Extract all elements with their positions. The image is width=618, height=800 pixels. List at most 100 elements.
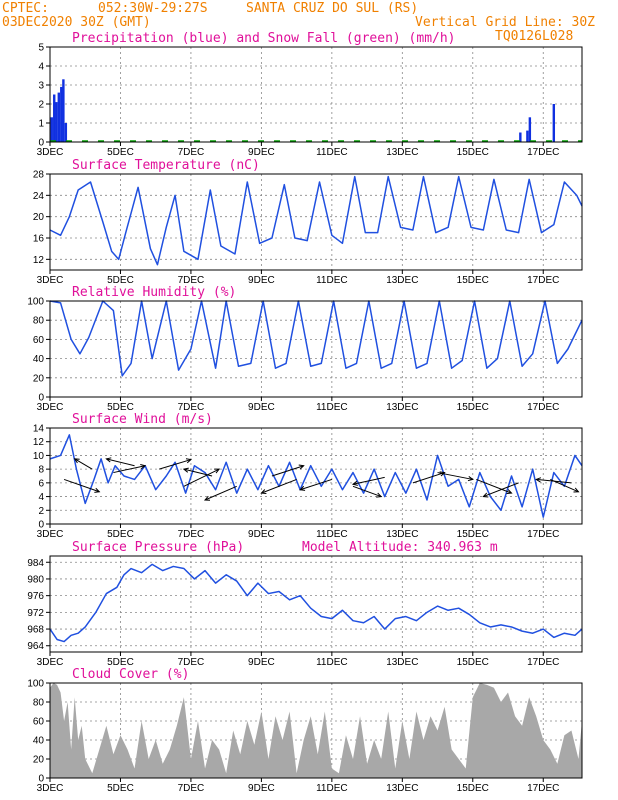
humidity-panel: 0 20 40 60 80 100 3DEC 5DEC 7DEC 9DEC 11DEC 13DEC 15… xyxy=(27,285,583,413)
y-tick-label: 16 xyxy=(33,234,45,245)
x-tick-label: 9DEC xyxy=(248,402,275,413)
wind-arrow xyxy=(437,472,474,482)
wind-arrow xyxy=(535,477,572,484)
x-tick-label: 5DEC xyxy=(107,783,134,794)
y-tick-label: 976 xyxy=(27,591,44,602)
x-tick-label: 15DEC xyxy=(457,402,489,413)
x-tick-label: 3DEC xyxy=(37,147,64,158)
y-tick-label: 4 xyxy=(38,492,44,503)
y-tick-label: 20 xyxy=(33,755,45,766)
x-tick-label: 9DEC xyxy=(248,529,275,540)
cloud-panel: 0 20 40 60 80 100 3DEC 5DEC 7DEC 9DEC 11DEC 13DEC 15… xyxy=(27,667,583,794)
wind-title: Surface Wind (m/s) xyxy=(72,412,213,427)
wind-arrow xyxy=(476,478,513,495)
wind-arrow xyxy=(412,471,446,484)
y-tick-label: 28 xyxy=(33,170,45,181)
precip-bar xyxy=(60,86,63,142)
y-tick-label: 2 xyxy=(38,506,44,517)
y-tick-label: 8 xyxy=(38,465,44,476)
temperature-panel: 12 16 20 24 28 3DEC 5DEC 7DEC 9DEC 11DEC 13DEC 15DE… xyxy=(33,158,583,286)
y-tick-label: 80 xyxy=(33,698,45,709)
pressure-line xyxy=(49,563,583,643)
x-tick-label: 15DEC xyxy=(457,783,489,794)
header-run-date: 03DEC2020 30Z (GMT) xyxy=(2,15,151,30)
y-tick-label: 0 xyxy=(38,520,44,531)
plot-frame xyxy=(49,46,583,143)
precip-bar xyxy=(519,132,522,142)
x-tick-label: 9DEC xyxy=(248,147,275,158)
y-tick-label: 10 xyxy=(33,451,45,462)
x-tick-label: 7DEC xyxy=(178,402,205,413)
humidity-line xyxy=(49,300,583,377)
y-tick-label: 5 xyxy=(38,43,44,54)
wind-arrow xyxy=(73,458,93,470)
humidity-title: Relative Humidity (%) xyxy=(72,285,236,300)
y-tick-label: 40 xyxy=(33,354,45,365)
y-tick-label: 80 xyxy=(33,316,45,327)
y-tick-label: 0 xyxy=(38,138,44,149)
x-tick-label: 3DEC xyxy=(37,783,64,794)
y-tick-label: 12 xyxy=(33,437,45,448)
wind-arrow xyxy=(203,485,237,501)
wind-arrow xyxy=(159,458,193,470)
x-tick-label: 5DEC xyxy=(107,529,134,540)
precip-bar xyxy=(53,94,56,142)
model-altitude: Model Altitude: 340.963 m xyxy=(302,540,498,555)
x-tick-label: 17DEC xyxy=(527,657,559,668)
x-tick-label: 5DEC xyxy=(107,402,134,413)
x-tick-label: 15DEC xyxy=(457,147,489,158)
y-tick-label: 20 xyxy=(33,373,45,384)
wind-arrow xyxy=(260,478,297,495)
x-tick-label: 17DEC xyxy=(527,147,559,158)
x-tick-label: 7DEC xyxy=(178,529,205,540)
y-tick-label: 0 xyxy=(38,393,44,404)
x-tick-label: 11DEC xyxy=(316,783,348,794)
wind-arrow xyxy=(183,468,221,487)
precip-bar xyxy=(62,79,65,142)
x-tick-label: 5DEC xyxy=(107,147,134,158)
x-tick-label: 13DEC xyxy=(386,657,418,668)
x-tick-label: 11DEC xyxy=(316,529,348,540)
x-tick-label: 5DEC xyxy=(107,275,134,286)
y-tick-label: 60 xyxy=(33,717,45,728)
y-tick-label: 980 xyxy=(27,574,44,585)
wind-arrow xyxy=(105,457,135,467)
wind-arrow xyxy=(351,476,385,486)
x-tick-label: 9DEC xyxy=(248,275,275,286)
x-tick-label: 13DEC xyxy=(386,147,418,158)
wind-arrow xyxy=(182,467,213,477)
y-tick-label: 60 xyxy=(33,335,45,346)
y-tick-label: 964 xyxy=(27,641,44,652)
precip-panel: 0 1 2 3 4 5 3DEC 5DEC 7DEC 9DEC 11DEC 13DEC 15DEC 17D… xyxy=(37,31,583,158)
y-tick-label: 100 xyxy=(27,679,44,690)
y-tick-label: 1 xyxy=(38,119,44,130)
x-tick-label: 15DEC xyxy=(457,275,489,286)
y-tick-label: 12 xyxy=(33,255,45,266)
wind-panel: 0 2 4 6 8 10 12 14 3DEC 5DEC 7DEC 9DEC 11DEC 13DEC 15D… xyxy=(33,412,583,540)
x-tick-label: 5DEC xyxy=(107,657,134,668)
y-tick-label: 6 xyxy=(38,478,44,489)
header-grid-note: Vertical Grid Line: 30Z xyxy=(415,15,595,30)
plot-frame xyxy=(49,682,583,779)
y-tick-label: 4 xyxy=(38,62,44,73)
cloud-cover-area xyxy=(50,683,582,778)
x-tick-label: 7DEC xyxy=(178,657,205,668)
header-coordinates: 052:30W-29:27S xyxy=(98,1,208,16)
precip-bar xyxy=(50,117,53,142)
header-code: TQ0126L028 xyxy=(495,29,573,44)
precip-bar xyxy=(526,130,529,142)
x-tick-label: 11DEC xyxy=(316,147,348,158)
wind-arrow xyxy=(482,482,519,498)
x-tick-label: 3DEC xyxy=(37,657,64,668)
precip-bar xyxy=(55,102,58,142)
wind-arrow xyxy=(113,464,147,474)
x-tick-label: 11DEC xyxy=(316,275,348,286)
y-tick-label: 3 xyxy=(38,81,44,92)
x-tick-label: 17DEC xyxy=(527,783,559,794)
x-tick-label: 11DEC xyxy=(316,657,348,668)
x-tick-label: 11DEC xyxy=(316,402,348,413)
y-tick-label: 14 xyxy=(33,424,45,435)
cloud-title: Cloud Cover (%) xyxy=(72,667,189,682)
temperature-line xyxy=(49,175,583,266)
